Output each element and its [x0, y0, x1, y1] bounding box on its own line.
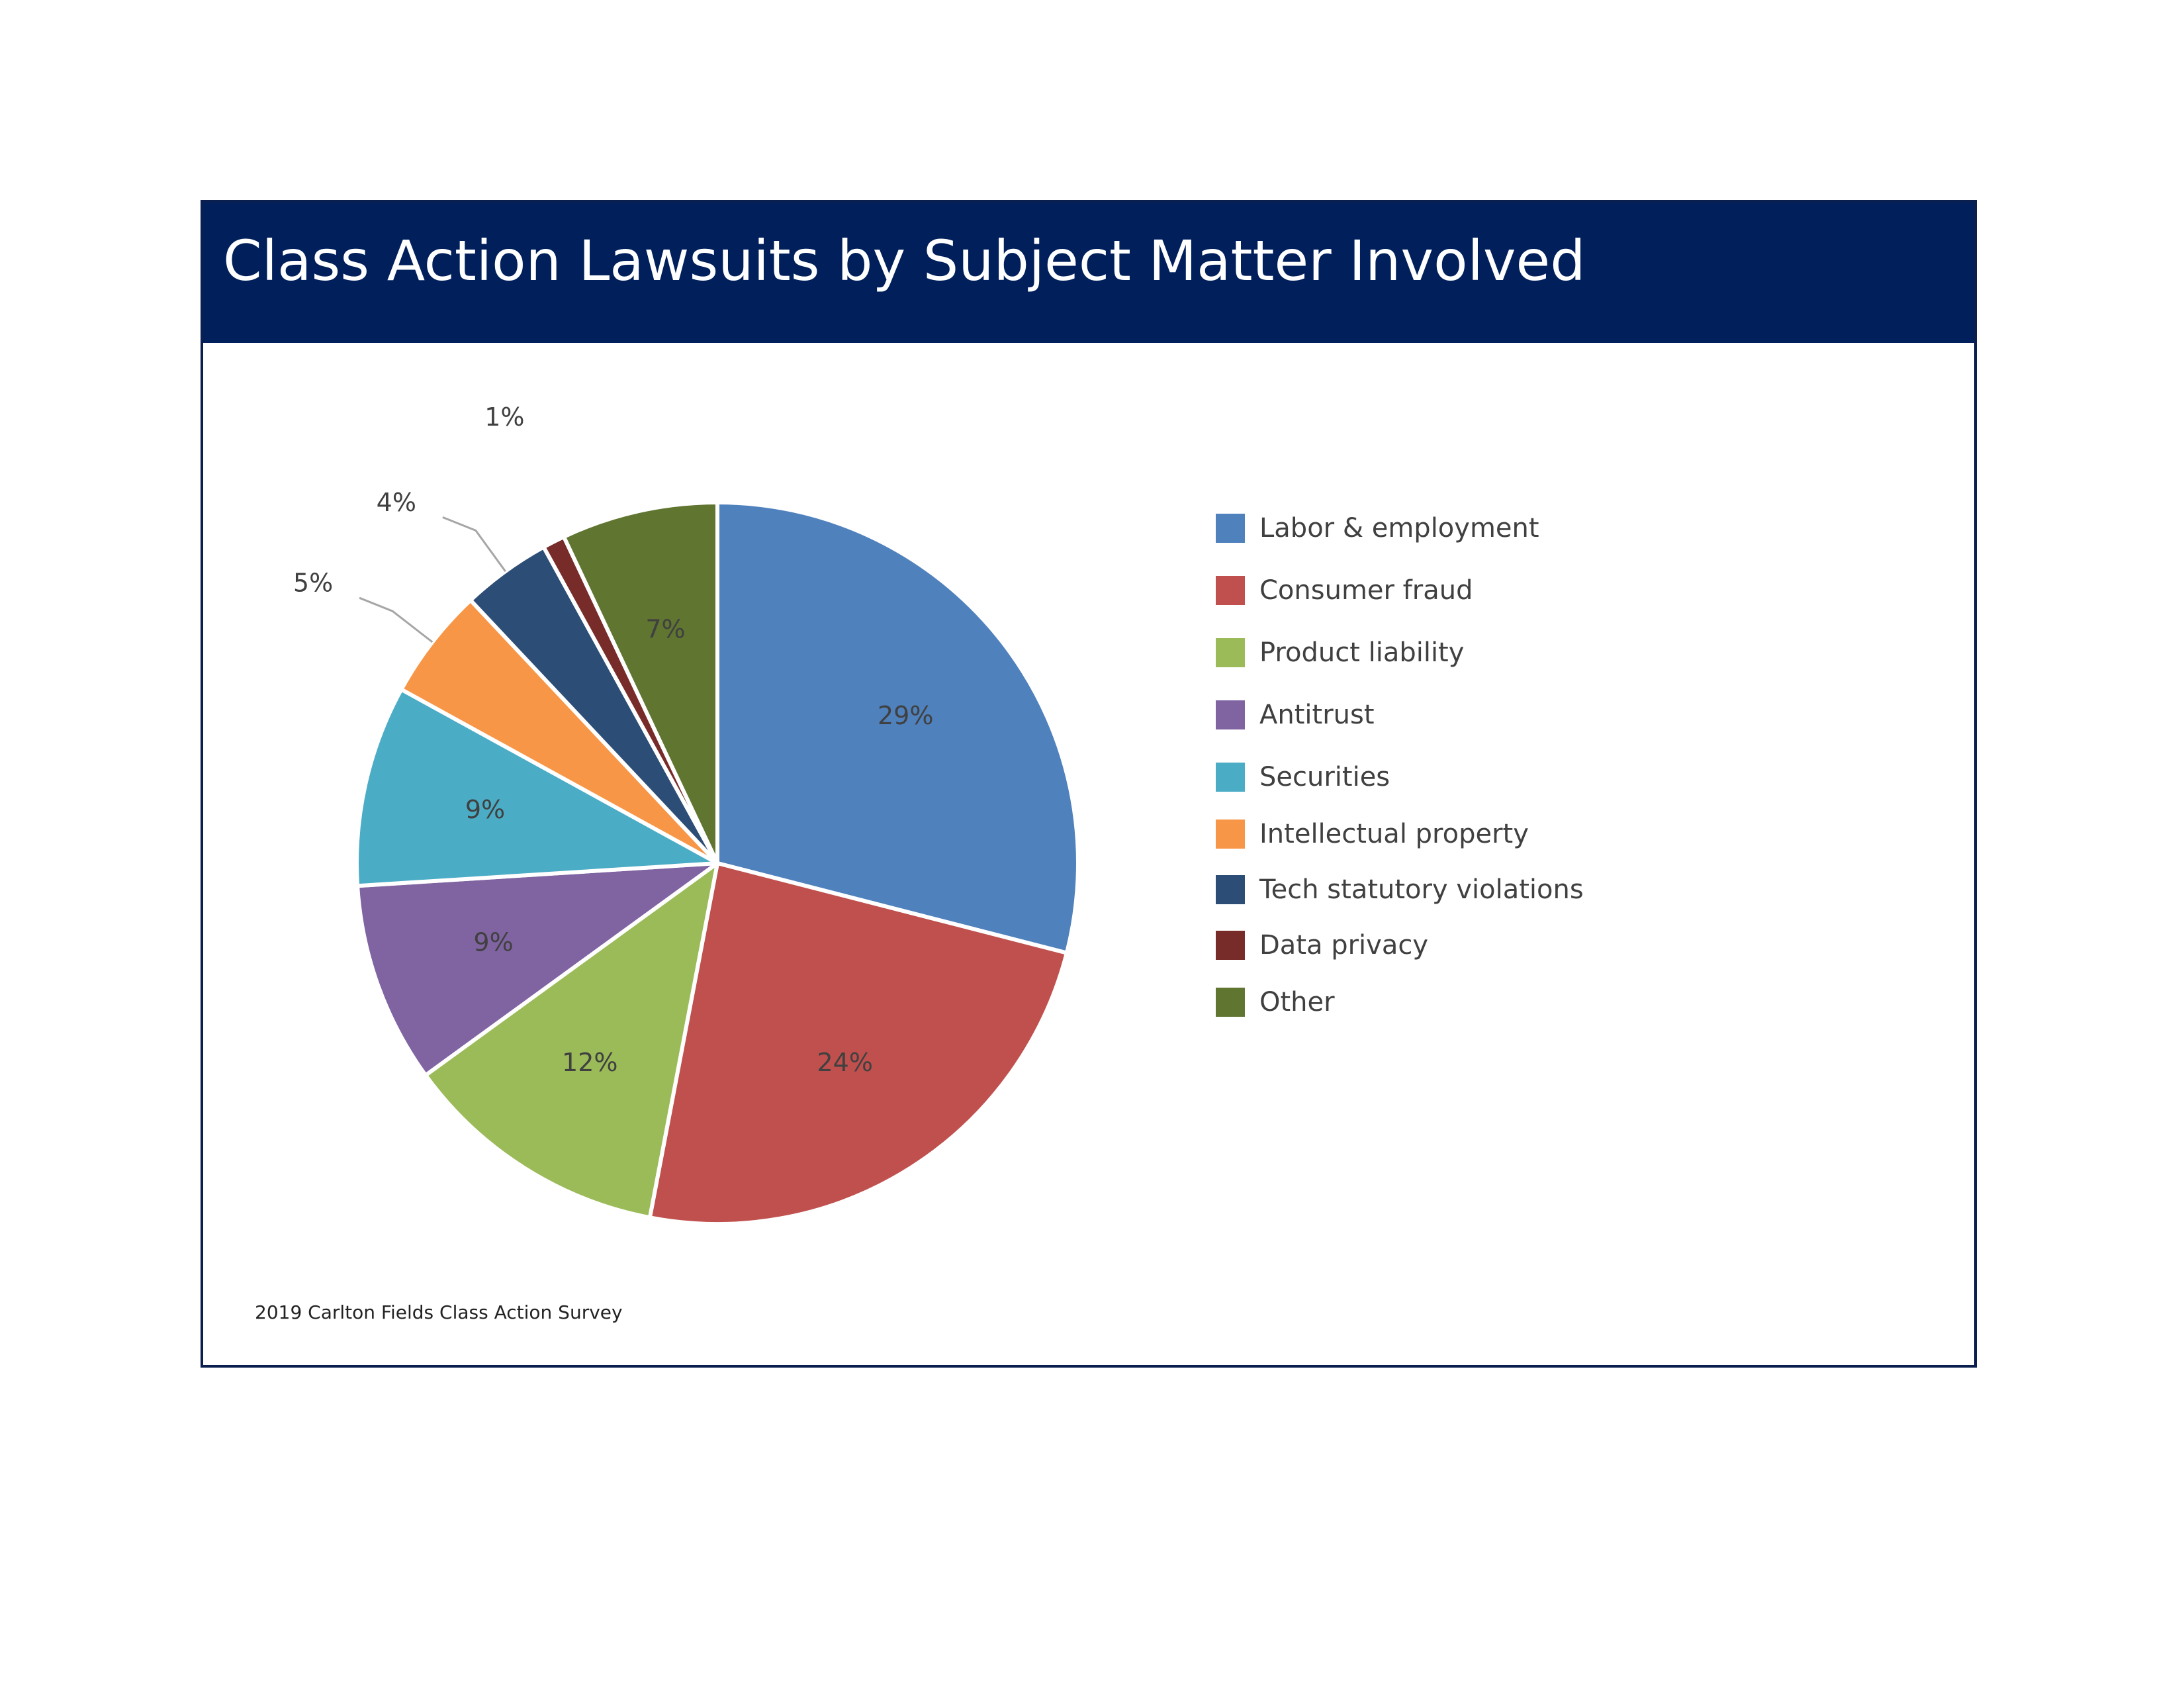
legend-swatch — [1216, 514, 1245, 543]
chart-title: Class Action Lawsuits by Subject Matter … — [223, 228, 1586, 293]
chart-panel: Class Action Lawsuits by Subject Matter … — [201, 200, 1977, 1368]
pie-slice-antitrust — [355, 861, 719, 1078]
legend-label: Antitrust — [1259, 700, 1375, 730]
legend-swatch — [1216, 988, 1245, 1017]
data-label: 24% — [817, 1048, 873, 1077]
source-note: 2019 Carlton Fields Class Action Survey — [255, 1301, 623, 1323]
data-label: 29% — [878, 701, 933, 730]
leader-line — [359, 596, 433, 643]
pie-slice-intellectual-property — [399, 598, 719, 865]
legend-label: Labor & employment — [1259, 513, 1539, 543]
legend-label: Intellectual property — [1259, 819, 1529, 849]
pie-chart: 29% 24% 12% 9% 9% 5% 4% 1% 7% — [293, 402, 1080, 1226]
pie-slice-product-liability — [424, 861, 719, 1220]
data-label: 5% — [293, 569, 333, 598]
data-label: 1% — [484, 402, 524, 432]
legend-swatch — [1216, 576, 1245, 605]
legend-swatch — [1216, 875, 1245, 904]
pie-slice-securities — [355, 687, 719, 888]
legend-swatch — [1216, 931, 1245, 960]
legend-swatch — [1216, 638, 1245, 667]
legend-label: Tech statutory violations — [1259, 874, 1584, 905]
legend-swatch — [1216, 763, 1245, 792]
legend-label: Product liability — [1259, 637, 1465, 668]
legend-swatch — [1216, 820, 1245, 849]
pie-slice-consumer-fraud — [647, 861, 1069, 1226]
legend-label: Securities — [1259, 762, 1390, 792]
data-label: 9% — [473, 927, 513, 957]
title-banner: Class Action Lawsuits by Subject Matter … — [203, 203, 1974, 343]
legend-label: Data privacy — [1259, 930, 1429, 961]
legend-label: Other — [1259, 987, 1335, 1017]
legend-swatch — [1216, 700, 1245, 729]
legend-label: Consumer fraud — [1259, 575, 1473, 606]
pie-slice-other — [561, 500, 719, 865]
data-label: 12% — [562, 1048, 617, 1077]
pie-slice-labor-employment — [715, 500, 1080, 955]
leader-line — [442, 516, 506, 572]
data-label: 4% — [377, 488, 416, 517]
data-label: 9% — [465, 795, 505, 824]
data-label: 7% — [645, 614, 685, 643]
